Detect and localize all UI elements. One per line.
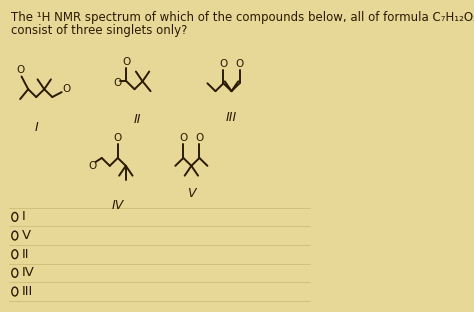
Text: II: II: [134, 113, 141, 126]
Text: O: O: [179, 133, 188, 143]
Text: consist of three singlets only?: consist of three singlets only?: [11, 24, 187, 37]
Text: O: O: [195, 133, 203, 143]
Text: O: O: [62, 84, 71, 94]
Text: O: O: [122, 56, 131, 67]
Text: O: O: [17, 66, 25, 76]
Text: O: O: [219, 59, 228, 69]
Text: The ¹H NMR spectrum of which of the compounds below, all of formula C₇H₁₂O₂, wou: The ¹H NMR spectrum of which of the comp…: [11, 11, 474, 24]
Text: O: O: [114, 133, 122, 143]
Text: III: III: [226, 111, 237, 124]
Text: III: III: [22, 285, 34, 298]
Text: I: I: [34, 121, 38, 134]
Text: II: II: [22, 248, 30, 261]
Text: O: O: [113, 78, 121, 88]
Text: I: I: [22, 210, 26, 223]
Text: IV: IV: [22, 266, 35, 279]
Text: O: O: [88, 161, 97, 171]
Text: IV: IV: [112, 199, 124, 212]
Text: O: O: [236, 59, 244, 69]
Text: V: V: [187, 188, 196, 200]
Text: V: V: [22, 229, 31, 242]
